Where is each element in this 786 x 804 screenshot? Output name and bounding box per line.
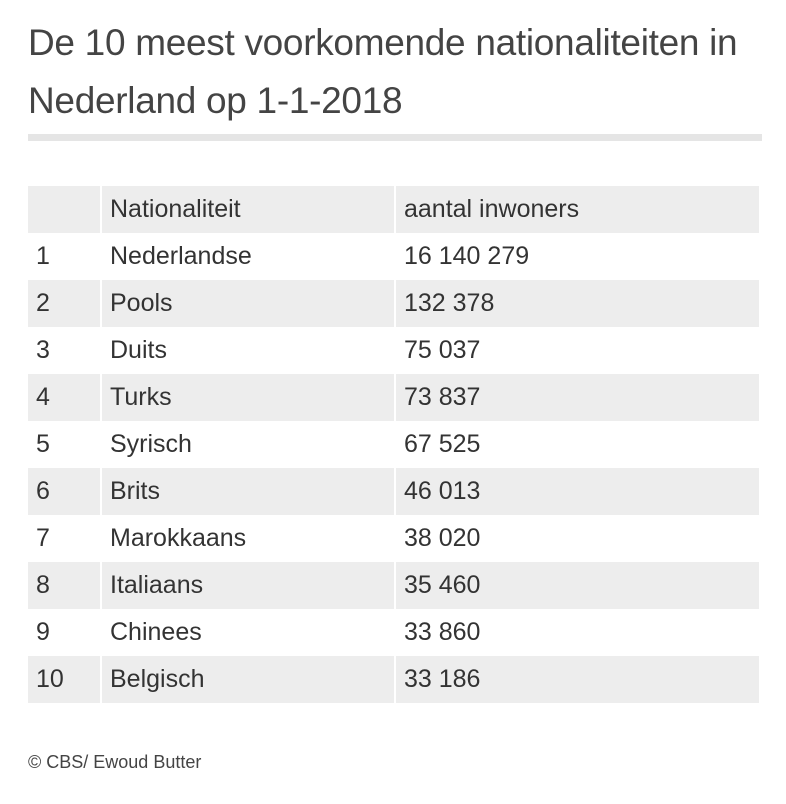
title-divider (28, 134, 762, 141)
count-cell: 132 378 (394, 280, 759, 327)
count-cell: 46 013 (394, 468, 759, 515)
table-row: 2 Pools 132 378 (28, 280, 759, 327)
rank-cell: 5 (28, 421, 101, 468)
table-row: 1 Nederlandse 16 140 279 (28, 233, 759, 280)
nationality-cell: Belgisch (100, 656, 395, 703)
table-row: 3 Duits 75 037 (28, 327, 759, 374)
nationality-cell: Duits (100, 327, 395, 374)
nationalities-table: Nationaliteit aantal inwoners 1 Nederlan… (28, 186, 759, 703)
count-cell: 33 186 (394, 656, 759, 703)
nationality-cell: Brits (100, 468, 395, 515)
nationality-cell: Syrisch (100, 421, 395, 468)
table-row: 7 Marokkaans 38 020 (28, 515, 759, 562)
table-row: 10 Belgisch 33 186 (28, 656, 759, 703)
count-cell: 33 860 (394, 609, 759, 656)
table-row: 5 Syrisch 67 525 (28, 421, 759, 468)
count-cell: 67 525 (394, 421, 759, 468)
table-row: 4 Turks 73 837 (28, 374, 759, 421)
rank-cell: 3 (28, 327, 101, 374)
table-row: 8 Italiaans 35 460 (28, 562, 759, 609)
header-rank (28, 186, 101, 233)
rank-cell: 8 (28, 562, 101, 609)
table-header-row: Nationaliteit aantal inwoners (28, 186, 759, 233)
rank-cell: 9 (28, 609, 101, 656)
page-title: De 10 meest voorkomende nationaliteiten … (28, 22, 738, 121)
table-row: 6 Brits 46 013 (28, 468, 759, 515)
table-row: 9 Chinees 33 860 (28, 609, 759, 656)
count-cell: 73 837 (394, 374, 759, 421)
rank-cell: 4 (28, 374, 101, 421)
nationality-cell: Italiaans (100, 562, 395, 609)
rank-cell: 10 (28, 656, 101, 703)
nationality-cell: Nederlandse (100, 233, 395, 280)
header-nationality: Nationaliteit (100, 186, 395, 233)
nationality-cell: Chinees (100, 609, 395, 656)
source-credit: © CBS/ Ewoud Butter (28, 752, 202, 772)
rank-cell: 6 (28, 468, 101, 515)
count-cell: 16 140 279 (394, 233, 759, 280)
rank-cell: 2 (28, 280, 101, 327)
count-cell: 75 037 (394, 327, 759, 374)
header-count: aantal inwoners (394, 186, 759, 233)
nationality-cell: Turks (100, 374, 395, 421)
count-cell: 35 460 (394, 562, 759, 609)
nationality-cell: Marokkaans (100, 515, 395, 562)
rank-cell: 1 (28, 233, 101, 280)
rank-cell: 7 (28, 515, 101, 562)
nationality-cell: Pools (100, 280, 395, 327)
count-cell: 38 020 (394, 515, 759, 562)
